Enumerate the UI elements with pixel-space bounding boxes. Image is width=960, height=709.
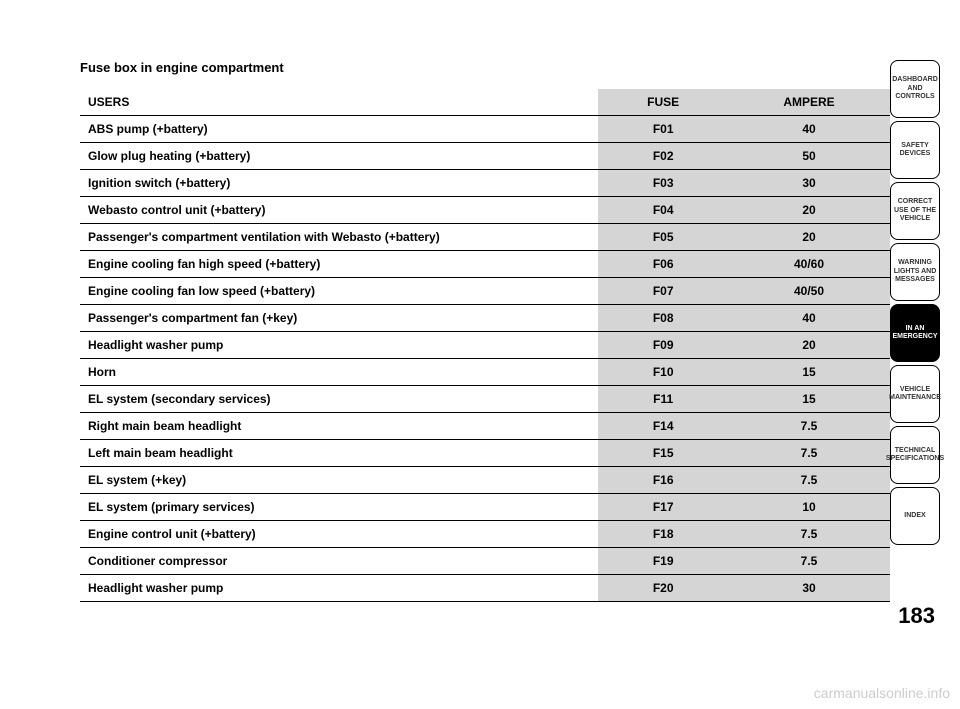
table-row: Left main beam headlightF157.5 — [80, 440, 890, 467]
cell-fuse: F07 — [598, 278, 728, 305]
cell-ampere: 20 — [728, 224, 890, 251]
table-row: EL system (+key)F167.5 — [80, 467, 890, 494]
table-row: Passenger's compartment ventilation with… — [80, 224, 890, 251]
cell-users: EL system (primary services) — [80, 494, 598, 521]
cell-users: Conditioner compressor — [80, 548, 598, 575]
cell-users: Glow plug heating (+battery) — [80, 143, 598, 170]
side-tab[interactable]: IN AN EMERGENCY — [890, 304, 940, 362]
table-title: Fuse box in engine compartment — [80, 60, 890, 75]
cell-users: ABS pump (+battery) — [80, 116, 598, 143]
side-tab[interactable]: CORRECT USE OF THE VEHICLE — [890, 182, 940, 240]
cell-users: Webasto control unit (+battery) — [80, 197, 598, 224]
cell-fuse: F04 — [598, 197, 728, 224]
cell-users: EL system (+key) — [80, 467, 598, 494]
side-tab[interactable]: INDEX — [890, 487, 940, 545]
side-tab[interactable]: VEHICLE MAINTENANCE — [890, 365, 940, 423]
side-tabs: DASHBOARD AND CONTROLS SAFETY DEVICES CORR… — [890, 60, 940, 545]
table-row: Ignition switch (+battery)F0330 — [80, 170, 890, 197]
table-row: Engine cooling fan low speed (+battery)F… — [80, 278, 890, 305]
table-row: Headlight washer pumpF2030 — [80, 575, 890, 602]
cell-ampere: 10 — [728, 494, 890, 521]
cell-users: Engine cooling fan high speed (+battery) — [80, 251, 598, 278]
cell-fuse: F01 — [598, 116, 728, 143]
cell-ampere: 20 — [728, 332, 890, 359]
cell-fuse: F09 — [598, 332, 728, 359]
cell-ampere: 7.5 — [728, 548, 890, 575]
cell-ampere: 7.5 — [728, 413, 890, 440]
side-tab-label: WARNING LIGHTS AND MESSAGES — [891, 257, 939, 286]
cell-users: EL system (secondary services) — [80, 386, 598, 413]
header-users: USERS — [80, 89, 598, 116]
cell-fuse: F19 — [598, 548, 728, 575]
cell-users: Headlight washer pump — [80, 332, 598, 359]
header-ampere: AMPERE — [728, 89, 890, 116]
side-tab-label: CORRECT USE OF THE VEHICLE — [891, 196, 939, 225]
cell-fuse: F03 — [598, 170, 728, 197]
cell-fuse: F16 — [598, 467, 728, 494]
side-tab-label: SAFETY DEVICES — [891, 140, 939, 161]
cell-fuse: F06 — [598, 251, 728, 278]
cell-fuse: F05 — [598, 224, 728, 251]
cell-fuse: F14 — [598, 413, 728, 440]
side-tab-label: IN AN EMERGENCY — [890, 323, 939, 344]
table-row: EL system (secondary services)F1115 — [80, 386, 890, 413]
table-row: EL system (primary services)F1710 — [80, 494, 890, 521]
fuse-table: USERS FUSE AMPERE ABS pump (+battery)F01… — [80, 89, 890, 602]
table-row: Engine cooling fan high speed (+battery)… — [80, 251, 890, 278]
table-row: HornF1015 — [80, 359, 890, 386]
cell-fuse: F15 — [598, 440, 728, 467]
cell-fuse: F08 — [598, 305, 728, 332]
header-fuse: FUSE — [598, 89, 728, 116]
table-row: Engine control unit (+battery)F187.5 — [80, 521, 890, 548]
cell-ampere: 30 — [728, 575, 890, 602]
cell-ampere: 15 — [728, 359, 890, 386]
cell-ampere: 7.5 — [728, 440, 890, 467]
cell-users: Horn — [80, 359, 598, 386]
cell-users: Ignition switch (+battery) — [80, 170, 598, 197]
cell-ampere: 50 — [728, 143, 890, 170]
side-tab-label: TECHNICAL SPECIFICATIONS — [884, 445, 946, 466]
cell-ampere: 40/60 — [728, 251, 890, 278]
cell-ampere: 20 — [728, 197, 890, 224]
cell-users: Passenger's compartment fan (+key) — [80, 305, 598, 332]
cell-users: Right main beam headlight — [80, 413, 598, 440]
page-number: 183 — [898, 603, 935, 629]
side-tab-label: DASHBOARD AND CONTROLS — [890, 74, 940, 103]
cell-users: Headlight washer pump — [80, 575, 598, 602]
cell-ampere: 40 — [728, 305, 890, 332]
cell-ampere: 7.5 — [728, 467, 890, 494]
side-tab[interactable]: DASHBOARD AND CONTROLS — [890, 60, 940, 118]
table-row: Glow plug heating (+battery)F0250 — [80, 143, 890, 170]
cell-ampere: 30 — [728, 170, 890, 197]
watermark: carmanualsonline.info — [814, 685, 950, 701]
side-tab[interactable]: WARNING LIGHTS AND MESSAGES — [890, 243, 940, 301]
side-tab[interactable]: TECHNICAL SPECIFICATIONS — [890, 426, 940, 484]
cell-fuse: F18 — [598, 521, 728, 548]
cell-fuse: F11 — [598, 386, 728, 413]
table-row: ABS pump (+battery)F0140 — [80, 116, 890, 143]
cell-fuse: F20 — [598, 575, 728, 602]
cell-users: Left main beam headlight — [80, 440, 598, 467]
side-tab[interactable]: SAFETY DEVICES — [890, 121, 940, 179]
cell-ampere: 40/50 — [728, 278, 890, 305]
table-row: Right main beam headlightF147.5 — [80, 413, 890, 440]
cell-fuse: F17 — [598, 494, 728, 521]
cell-fuse: F10 — [598, 359, 728, 386]
cell-ampere: 15 — [728, 386, 890, 413]
cell-users: Engine cooling fan low speed (+battery) — [80, 278, 598, 305]
cell-fuse: F02 — [598, 143, 728, 170]
table-row: Conditioner compressorF197.5 — [80, 548, 890, 575]
table-row: Passenger's compartment fan (+key)F0840 — [80, 305, 890, 332]
side-tab-label: VEHICLE MAINTENANCE — [887, 384, 943, 405]
side-tab-label: INDEX — [902, 510, 927, 522]
cell-ampere: 40 — [728, 116, 890, 143]
cell-users: Passenger's compartment ventilation with… — [80, 224, 598, 251]
table-row: Headlight washer pumpF0920 — [80, 332, 890, 359]
table-row: Webasto control unit (+battery)F0420 — [80, 197, 890, 224]
table-header-row: USERS FUSE AMPERE — [80, 89, 890, 116]
cell-users: Engine control unit (+battery) — [80, 521, 598, 548]
cell-ampere: 7.5 — [728, 521, 890, 548]
